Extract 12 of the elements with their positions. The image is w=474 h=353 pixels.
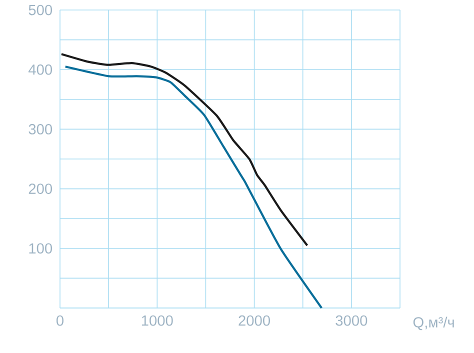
x-tick-label: 2000 [238, 315, 270, 326]
y-tick-label: 500 [28, 4, 52, 16]
x-tick-label: 0 [56, 315, 64, 326]
y-tick-label: 200 [28, 184, 52, 194]
y-tick-label: 400 [28, 64, 52, 75]
y-tick-label: 300 [28, 124, 52, 134]
y-tick-label: 100 [29, 243, 52, 254]
line-series [64, 66, 323, 310]
x-axis-title: Q,м³/ч [413, 316, 454, 330]
x-tick-label: 3000 [336, 315, 368, 326]
line-series [60, 53, 308, 246]
x-tick-label: 1000 [142, 315, 173, 326]
